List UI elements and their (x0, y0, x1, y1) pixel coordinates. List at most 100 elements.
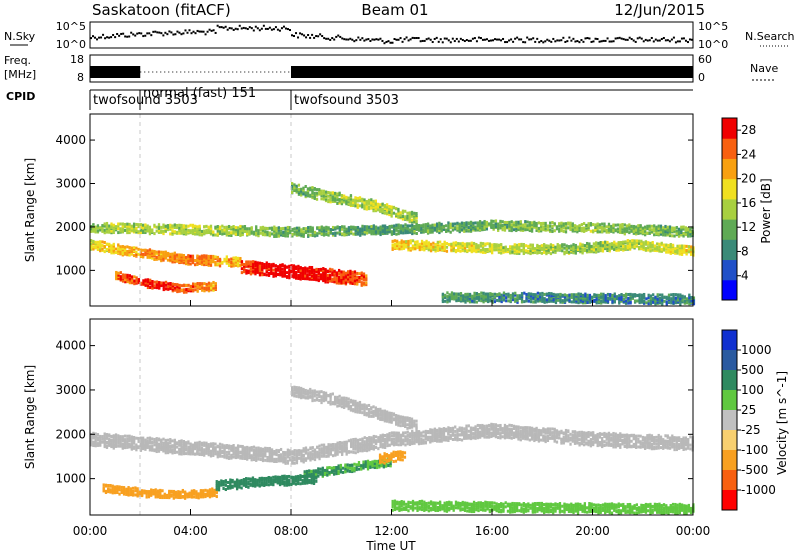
heatmap-cell (108, 228, 111, 232)
heatmap-cell (157, 225, 161, 229)
heatmap-cell (119, 229, 122, 233)
heatmap-cell (493, 292, 497, 296)
heatmap-cell (560, 228, 563, 232)
heatmap-cell (504, 248, 507, 252)
heatmap-cell (601, 230, 604, 234)
heatmap-cell (482, 295, 485, 299)
heatmap-cell (194, 224, 197, 228)
heatmap-cell (205, 450, 208, 454)
heatmap-cell (178, 253, 181, 257)
heatmap-cell (677, 234, 681, 238)
heatmap-cell (162, 445, 165, 449)
heatmap-cell (212, 288, 215, 292)
nsky-point (461, 39, 464, 42)
heatmap-cell (184, 224, 188, 228)
heatmap-cell (119, 440, 122, 444)
heatmap-cell (475, 242, 478, 246)
heatmap-cell (236, 263, 240, 267)
heatmap-cell (457, 292, 460, 296)
heatmap-cell (205, 262, 208, 266)
heatmap-cell (595, 301, 598, 305)
heatmap-cell (249, 263, 253, 267)
heatmap-cell (610, 226, 613, 230)
heatmap-cell (171, 287, 174, 291)
heatmap-cell (689, 232, 692, 236)
heatmap-cell (644, 227, 647, 231)
heatmap-cell (504, 245, 507, 249)
heatmap-cell (422, 225, 425, 229)
heatmap-cell (415, 216, 418, 220)
heatmap-cell (173, 223, 176, 227)
heatmap-cell (541, 299, 544, 303)
heatmap-cell (198, 448, 201, 452)
nsky-point (494, 38, 497, 41)
heatmap-cell (142, 226, 145, 230)
nsky-point (640, 37, 643, 40)
heatmap-cell (259, 231, 262, 235)
heatmap-cell (502, 246, 505, 250)
heatmap-cell (588, 242, 591, 246)
heatmap-cell (218, 264, 222, 268)
heatmap-cell (189, 287, 193, 291)
heatmap-cell (191, 451, 195, 455)
heatmap-cell (441, 295, 445, 299)
heatmap-cell (265, 273, 268, 277)
heatmap-cell (192, 282, 195, 286)
heatmap-cell (279, 233, 283, 237)
heatmap-cell (495, 243, 498, 247)
heatmap-cell (354, 229, 357, 233)
nsky-point (266, 27, 269, 30)
heatmap-cell (283, 274, 287, 278)
heatmap-cell (151, 440, 154, 444)
heatmap-cell (619, 223, 622, 227)
heatmap-cell (648, 226, 651, 230)
heatmap-cell (462, 294, 465, 298)
heatmap-cell (257, 451, 260, 455)
heatmap-cell (135, 276, 138, 280)
nsky-point (146, 32, 149, 35)
heatmap-cell (115, 270, 118, 274)
heatmap-cell (603, 224, 606, 228)
heatmap-cell (171, 260, 174, 264)
heatmap-cell (399, 231, 403, 235)
heatmap-cell (529, 252, 532, 256)
heatmap-cell (622, 294, 625, 298)
heatmap-cell (492, 219, 495, 223)
nsky-point (341, 37, 344, 40)
heatmap-cell (519, 221, 522, 225)
heatmap-cell (619, 230, 622, 234)
power-colorbar-segment (722, 178, 737, 200)
heatmap-cell (108, 441, 111, 445)
nsky-point (172, 33, 175, 36)
heatmap-cell (182, 442, 186, 446)
heatmap-cell (370, 228, 373, 232)
heatmap-cell (198, 282, 202, 286)
heatmap-cell (675, 229, 678, 233)
heatmap-cell (114, 441, 118, 445)
heatmap-cell (157, 223, 161, 227)
heatmap-cell (194, 282, 197, 286)
heatmap-cell (542, 228, 545, 232)
heatmap-cell (295, 189, 298, 193)
heatmap-cell (554, 301, 558, 305)
heatmap-cell (656, 294, 659, 298)
heatmap-cell (146, 440, 149, 444)
heatmap-cell (273, 233, 276, 237)
heatmap-cell (524, 249, 528, 253)
heatmap-cell (284, 228, 287, 232)
heatmap-cell (486, 294, 490, 298)
heatmap-cell (567, 245, 571, 249)
heatmap-cell (661, 293, 664, 297)
heatmap-cell (390, 208, 393, 212)
heatmap-cell (638, 297, 641, 301)
heatmap-cell (686, 227, 690, 231)
heatmap-cell (309, 233, 312, 237)
heatmap-cell (300, 231, 303, 235)
heatmap-cell (379, 230, 382, 234)
heatmap-cell (232, 256, 235, 260)
heatmap-cell (480, 294, 483, 298)
heatmap-cell (101, 244, 104, 248)
heatmap-cell (90, 434, 93, 438)
heatmap-cell (162, 256, 165, 260)
heatmap-cell (311, 191, 314, 195)
